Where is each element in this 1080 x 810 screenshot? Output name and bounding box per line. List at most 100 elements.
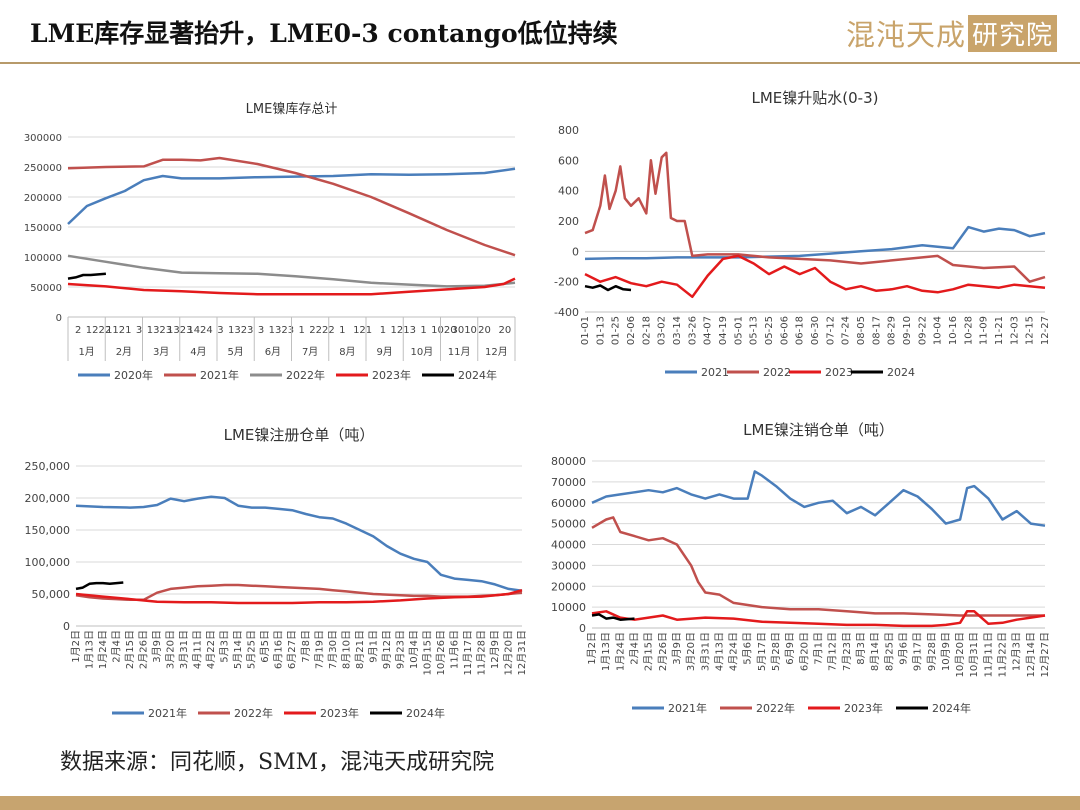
- page-title: LME库存显著抬升，LME0-3 contango低位持续: [30, 19, 618, 48]
- x-tick-label: 9月6日: [897, 632, 909, 665]
- x-tick-label: 10月31日: [968, 632, 980, 677]
- x-sublabel: 20: [498, 325, 511, 336]
- x-sublabel: 1323: [228, 325, 253, 336]
- x-tick-label: 7月1日: [813, 632, 825, 665]
- spread-chart: LME镍升贴水(0-3) -400 -200 0 200 400 600 800 01-01 01…: [554, 89, 1051, 379]
- x-tick-label: 6月9日: [784, 632, 796, 665]
- legend-label: 2023年: [372, 368, 411, 382]
- x-tick-label: 03-14: [672, 316, 683, 345]
- y-tick-label: 600: [558, 154, 579, 167]
- x-tick-label: 9月17日: [912, 632, 924, 671]
- x-sublabel: 2222: [309, 325, 334, 336]
- legend-label: 2020年: [114, 368, 153, 382]
- data-source: 数据来源：同花顺，SMM，混沌天成研究院: [60, 750, 495, 775]
- y-tick-label: 0: [63, 620, 70, 633]
- month-label: 12月: [485, 346, 508, 358]
- x-tick-label: 04-19: [718, 316, 729, 345]
- x-sublabel: 121: [353, 325, 372, 336]
- month-label: 10月: [411, 346, 434, 358]
- month-label: 2月: [116, 346, 132, 358]
- x-tick-label: 1月13日: [600, 632, 612, 671]
- x-tick-label: 11月28日: [475, 630, 487, 675]
- x-tick-label: 2月15日: [643, 632, 655, 671]
- legend-label: 2023: [825, 366, 853, 379]
- y-tick-label: 400: [558, 185, 579, 198]
- x-tick-label: 3月20日: [165, 630, 177, 669]
- x-tick-label: 1月2日: [70, 630, 82, 663]
- y-tick-label: 150,000: [25, 524, 71, 537]
- x-tick-label: 9月28日: [926, 632, 938, 671]
- x-tick-label: 04-07: [703, 316, 714, 345]
- x-sublabel: 1020: [431, 325, 456, 336]
- x-tick-label: 9月12日: [381, 630, 393, 669]
- x-tick-label: 12月27日: [1039, 632, 1051, 677]
- x-tick-label: 8月21日: [354, 630, 366, 669]
- legend-label: 2022: [763, 366, 791, 379]
- y-tick-label: 0: [572, 245, 579, 258]
- y-tick-label: 250000: [24, 163, 62, 174]
- legend-label: 2024年: [458, 368, 497, 382]
- x-sublabel: 1222: [86, 325, 111, 336]
- x-tick-label: 8月14日: [869, 632, 881, 671]
- y-tick-label: 300000: [24, 133, 62, 144]
- y-tick-label: 30000: [551, 559, 586, 572]
- x-sublabel: 1424: [187, 325, 212, 336]
- x-tick-label: 4月24日: [728, 632, 740, 671]
- registered-warrant-chart: LME镍注册仓单（吨） 0 50,000 100,000 150,000 200,000 2…: [25, 426, 529, 720]
- x-tick-label: 08-17: [871, 316, 882, 345]
- x-tick-label: 4月22日: [205, 630, 217, 669]
- month-label: 6月: [265, 346, 281, 358]
- x-tick-label: 2月4日: [111, 630, 123, 663]
- legend-label: 2022年: [756, 701, 795, 715]
- y-tick-label: 200: [558, 215, 579, 228]
- x-tick-label: 11月17日: [462, 630, 474, 675]
- x-sublabel: 3: [258, 325, 264, 336]
- x-sublabel: 3010: [451, 325, 476, 336]
- x-tick-label: 06-18: [795, 316, 806, 345]
- month-label: 1月: [78, 346, 94, 358]
- chart-title: LME镍升贴水(0-3): [752, 89, 879, 107]
- x-tick-label: 5月6日: [742, 632, 754, 665]
- x-tick-label: 9月1日: [367, 630, 379, 663]
- x-tick-label: 5月17日: [756, 632, 768, 671]
- x-tick-label: 4月13日: [713, 632, 725, 671]
- x-tick-label: 10月4日: [408, 630, 420, 669]
- chart-title: LME镍库存总计: [246, 101, 338, 117]
- y-tick-label: 0: [56, 313, 62, 324]
- x-sublabel: 1: [339, 325, 345, 336]
- x-tick-label: 10月9日: [940, 632, 952, 671]
- legend-label: 2022年: [234, 706, 273, 720]
- x-sublabel: 1: [380, 325, 386, 336]
- x-sublabel: 3: [136, 325, 142, 336]
- x-tick-label: 11-09: [979, 316, 990, 345]
- y-tick-label: 0: [579, 622, 586, 635]
- y-tick-label: 50000: [30, 283, 62, 294]
- y-tick-label: 250,000: [25, 460, 71, 473]
- chart-title: LME镍注销仓单（吨）: [743, 421, 894, 439]
- x-tick-label: 12-27: [1040, 316, 1051, 345]
- x-tick-label: 08-05: [856, 316, 867, 345]
- header-divider: [0, 62, 1080, 64]
- legend-label: 2023年: [320, 706, 359, 720]
- x-tick-label: 06-06: [779, 316, 790, 345]
- inventory-chart: LME镍库存总计 0 50000 100000 150000 200000 250000 30…: [24, 101, 516, 382]
- x-tick-label: 10月15日: [421, 630, 433, 675]
- x-tick-label: 8月3日: [855, 632, 867, 665]
- x-tick-label: 02-06: [626, 316, 637, 345]
- brand-logo: 混沌天成 研究院: [846, 12, 1058, 54]
- series-line-2023年: [75, 588, 523, 605]
- month-label: 3月: [153, 346, 169, 358]
- series-line-2021年: [591, 470, 1046, 527]
- legend-label: 2021年: [148, 706, 187, 720]
- series-line-2023年: [591, 610, 1046, 628]
- legend-label: 2024: [887, 366, 915, 379]
- series-line-2024: [584, 284, 632, 292]
- legend-label: 2021年: [668, 701, 707, 715]
- y-tick-label: 800: [558, 124, 579, 137]
- series-line-2021年: [75, 495, 523, 593]
- month-label: 11月: [448, 346, 471, 358]
- x-tick-label: 9月23日: [394, 630, 406, 669]
- x-tick-label: 7月23日: [841, 632, 853, 671]
- x-tick-label: 5月14日: [232, 630, 244, 669]
- x-tick-label: 7月12日: [827, 632, 839, 671]
